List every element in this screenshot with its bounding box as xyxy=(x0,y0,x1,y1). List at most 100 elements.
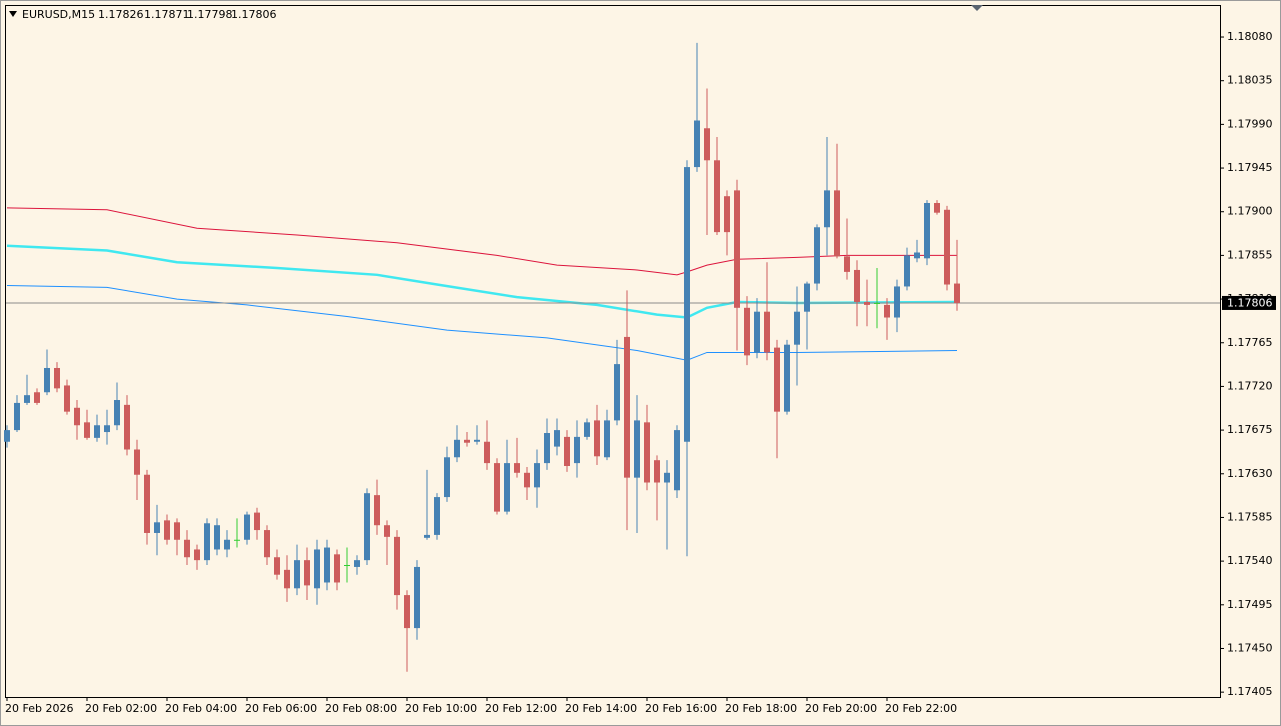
y-tick-label: 1.17765 xyxy=(1227,336,1273,349)
candle-body xyxy=(734,190,740,308)
y-tick-label: 1.18080 xyxy=(1227,30,1273,43)
header-low: 1.17798 xyxy=(187,8,233,21)
candle-body xyxy=(104,425,110,433)
candle-body xyxy=(644,422,650,483)
candle-body xyxy=(614,364,620,421)
candle-body xyxy=(534,463,540,488)
candle-body xyxy=(804,283,810,312)
candle-body xyxy=(244,514,250,540)
header-prices: 1.17826 1.17871 1.17798 1.17806 xyxy=(98,8,277,21)
x-tick-label: 20 Feb 16:00 xyxy=(645,702,717,715)
header-high: 1.17871 xyxy=(144,8,190,21)
candle-body xyxy=(574,436,580,464)
candle-body xyxy=(384,525,390,537)
candle-body xyxy=(524,472,530,488)
candle-body xyxy=(754,311,760,353)
candle-body xyxy=(254,512,260,531)
candle-body xyxy=(514,463,520,473)
candle-body xyxy=(504,463,510,512)
y-tick-label: 1.17405 xyxy=(1227,685,1273,698)
candle-body xyxy=(794,311,800,345)
candle-body xyxy=(284,569,290,589)
candle-body xyxy=(764,311,770,353)
candle-body xyxy=(394,536,400,596)
candle-body xyxy=(954,283,960,303)
x-tick-label: 20 Feb 04:00 xyxy=(165,702,237,715)
candle-body xyxy=(24,395,30,403)
candle-body xyxy=(164,520,170,540)
x-tick-label: 20 Feb 18:00 xyxy=(725,702,797,715)
candle-body xyxy=(324,547,330,583)
x-tick-label: 20 Feb 08:00 xyxy=(325,702,397,715)
x-tick-label: 20 Feb 06:00 xyxy=(245,702,317,715)
header-close: 1.17806 xyxy=(231,8,277,21)
candle-body xyxy=(564,436,570,467)
candle-body xyxy=(194,549,200,561)
candle-body xyxy=(904,255,910,287)
candle-body xyxy=(374,495,380,526)
candle-body xyxy=(484,441,490,464)
candle-body xyxy=(944,209,950,285)
candle-body xyxy=(844,256,850,272)
candle-body xyxy=(914,252,920,259)
y-tick-label: 1.17675 xyxy=(1227,423,1273,436)
y-tick-label: 1.17450 xyxy=(1227,641,1273,654)
candle-body xyxy=(784,344,790,412)
y-tick-label: 1.17900 xyxy=(1227,205,1273,218)
candle-body xyxy=(414,566,420,629)
x-tick-label: 20 Feb 14:00 xyxy=(565,702,637,715)
candle-body xyxy=(724,196,730,233)
candle-body xyxy=(884,304,890,318)
x-tick-label: 20 Feb 02:00 xyxy=(85,702,157,715)
candle-body xyxy=(934,202,940,213)
candle-body xyxy=(664,472,670,483)
y-tick-label: 1.17630 xyxy=(1227,467,1273,480)
candle-body xyxy=(654,460,660,483)
candle-body xyxy=(714,160,720,233)
symbol: EURUSD,M15 xyxy=(22,8,95,21)
candle-body xyxy=(174,522,180,540)
y-tick-label: 1.17585 xyxy=(1227,510,1273,523)
y-tick-label: 1.17990 xyxy=(1227,117,1273,130)
candle-body xyxy=(64,385,70,412)
candle-body xyxy=(684,167,690,442)
candle-body xyxy=(584,422,590,437)
candle-body xyxy=(704,128,710,161)
candle-body xyxy=(274,557,280,575)
candle-body xyxy=(424,534,430,538)
candle-body xyxy=(204,523,210,561)
candle-body xyxy=(444,457,450,498)
candle-body xyxy=(834,190,840,257)
candle-body xyxy=(334,554,340,583)
candle-body xyxy=(624,336,630,478)
candle-body xyxy=(774,347,780,412)
moving-average xyxy=(6,207,957,276)
candle-body xyxy=(294,560,300,589)
price-label-box xyxy=(1222,295,1276,310)
candle-body xyxy=(894,286,900,318)
menu-arrow[interactable] xyxy=(9,11,17,17)
shift-marker xyxy=(971,5,983,11)
y-tick-label: 1.17720 xyxy=(1227,379,1273,392)
y-tick-label: 1.17495 xyxy=(1227,598,1273,611)
y-tick-label: 1.18035 xyxy=(1227,74,1273,87)
candle-body xyxy=(94,425,100,438)
candle-body xyxy=(354,560,360,567)
y-tick-label: 1.17540 xyxy=(1227,554,1273,567)
candle-body xyxy=(744,307,750,356)
candle-body xyxy=(344,565,350,567)
x-tick-label: 20 Feb 12:00 xyxy=(485,702,557,715)
moving-average xyxy=(6,284,958,361)
candle-body xyxy=(454,439,460,458)
x-tick-label: 20 Feb 2026 xyxy=(5,702,73,715)
candle-body xyxy=(604,420,610,458)
candle-body xyxy=(874,302,880,304)
candle-body xyxy=(74,407,80,426)
candle-body xyxy=(264,530,270,558)
candle-body xyxy=(34,392,40,403)
candle-body xyxy=(924,202,930,259)
candle-body xyxy=(84,422,90,438)
x-tick-label: 20 Feb 22:00 xyxy=(885,702,957,715)
